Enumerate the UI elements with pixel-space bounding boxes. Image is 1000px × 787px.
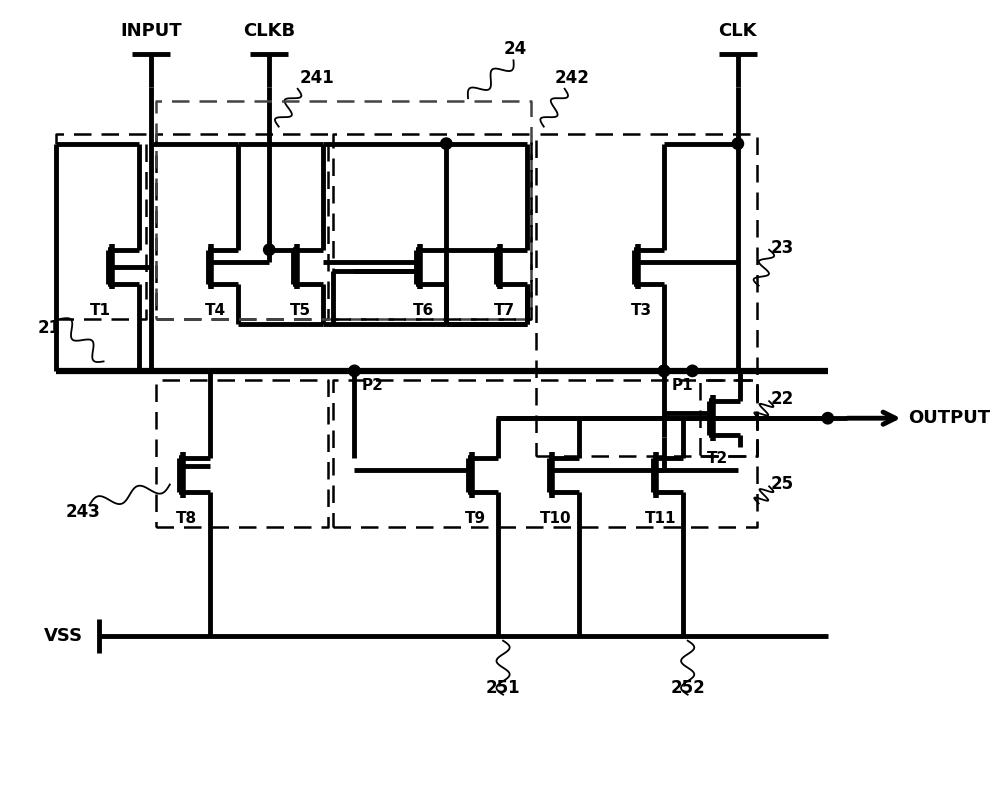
Text: P1: P1 [672, 379, 693, 394]
Text: 23: 23 [771, 238, 794, 257]
Text: 21: 21 [37, 319, 60, 337]
Text: 24: 24 [504, 40, 527, 58]
Text: CLKB: CLKB [243, 21, 295, 39]
Text: 241: 241 [299, 68, 334, 87]
Text: 243: 243 [66, 504, 101, 522]
Text: P2: P2 [362, 379, 384, 394]
Text: 242: 242 [555, 68, 590, 87]
Text: T6: T6 [413, 303, 434, 318]
Text: INPUT: INPUT [120, 21, 182, 39]
Text: T3: T3 [631, 303, 652, 318]
Text: T8: T8 [176, 511, 197, 526]
Circle shape [732, 138, 744, 150]
Text: T11: T11 [644, 511, 676, 526]
Text: T2: T2 [706, 451, 728, 467]
Text: T9: T9 [465, 511, 486, 526]
Circle shape [658, 365, 670, 376]
Text: 25: 25 [771, 475, 794, 493]
Circle shape [822, 412, 833, 424]
Text: T1: T1 [90, 303, 111, 318]
Text: T7: T7 [493, 303, 515, 318]
Circle shape [687, 365, 698, 376]
Text: T10: T10 [540, 511, 572, 526]
Text: 252: 252 [670, 679, 705, 697]
Text: 22: 22 [771, 390, 794, 408]
Text: T4: T4 [205, 303, 226, 318]
Text: 251: 251 [486, 679, 520, 697]
Text: CLK: CLK [719, 21, 757, 39]
Circle shape [264, 244, 275, 255]
Circle shape [441, 138, 452, 150]
Circle shape [658, 365, 670, 376]
Circle shape [349, 365, 360, 376]
Text: OUTPUT: OUTPUT [908, 409, 990, 427]
Text: VSS: VSS [44, 627, 83, 645]
Text: T5: T5 [290, 303, 311, 318]
